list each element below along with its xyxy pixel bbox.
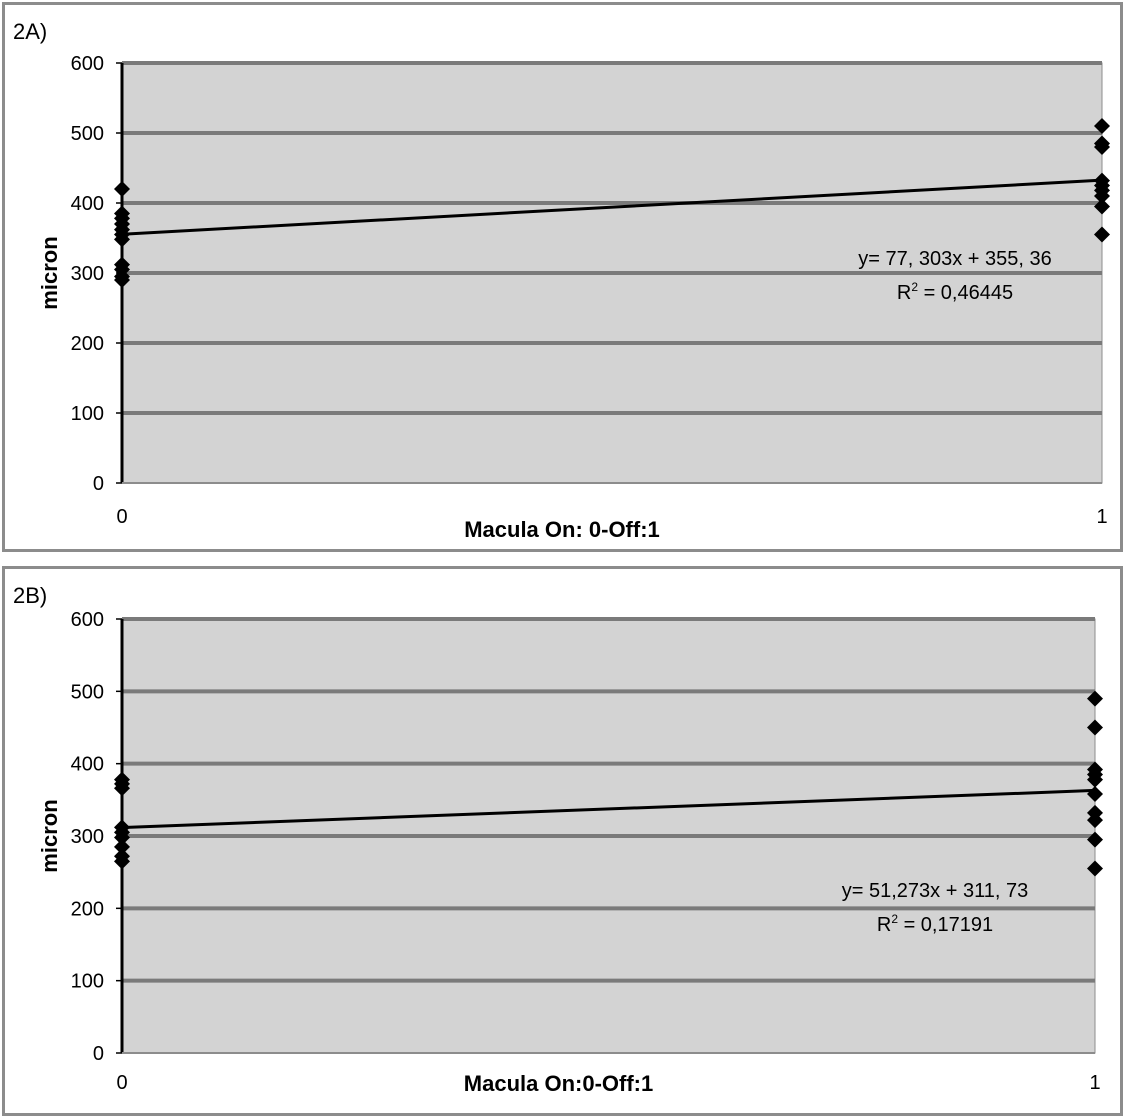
x-axis-title: Macula On:0-Off:1 bbox=[464, 1071, 653, 1096]
data-point bbox=[114, 272, 130, 288]
y-tick-label: 200 bbox=[71, 333, 104, 355]
y-axis-title: micron bbox=[37, 236, 62, 309]
data-point bbox=[1087, 719, 1103, 736]
data-point bbox=[114, 780, 130, 797]
y-tick-label: 600 bbox=[71, 53, 104, 75]
x-tick-label: 1 bbox=[1089, 1072, 1100, 1094]
data-point bbox=[114, 838, 130, 855]
y-tick-label: 300 bbox=[71, 826, 104, 848]
y-tick-label: 0 bbox=[93, 1043, 104, 1065]
chart-panel-2b: 2B) 0 100 200 300 400 500 600 0 1 Macula On:0-Off… bbox=[2, 566, 1123, 1116]
trendline-equation: y= 51,273x + 311, 73 bbox=[842, 880, 1028, 902]
trendline bbox=[121, 788, 1096, 830]
y-tick-label: 400 bbox=[71, 193, 104, 215]
data-point bbox=[114, 829, 130, 846]
r-squared-value: = 0,46445 bbox=[918, 282, 1013, 304]
chart-2b-svg: 0 100 200 300 400 500 600 0 1 Macula On:0-Off:1 mi… bbox=[37, 609, 1103, 1096]
y-tick-label: 400 bbox=[71, 754, 104, 776]
y-tick-label: 100 bbox=[71, 403, 104, 425]
data-point bbox=[1094, 188, 1110, 204]
data-point bbox=[1087, 860, 1103, 877]
panel-label: 2B) bbox=[13, 583, 48, 608]
y-tick-label: 500 bbox=[71, 681, 104, 703]
data-point bbox=[1094, 198, 1110, 215]
y-tick-label: 600 bbox=[71, 609, 104, 631]
data-point bbox=[1094, 139, 1110, 155]
data-point bbox=[1087, 690, 1103, 707]
y-tick-label: 0 bbox=[93, 473, 104, 495]
data-point bbox=[1094, 226, 1110, 243]
data-point bbox=[114, 853, 130, 870]
data-point bbox=[1087, 786, 1103, 803]
y-tick-label: 100 bbox=[71, 971, 104, 993]
data-point bbox=[114, 231, 130, 248]
data-point bbox=[1087, 831, 1103, 848]
x-tick-label: 0 bbox=[116, 1072, 127, 1094]
r-squared-exponent: 2 bbox=[911, 280, 918, 294]
trendline bbox=[121, 178, 1103, 236]
y-axis-title: micron bbox=[37, 799, 62, 872]
data-point bbox=[1087, 771, 1103, 788]
r-squared-symbol: R bbox=[877, 914, 891, 936]
r-squared-label: R2 = 0,46445 bbox=[897, 280, 1013, 304]
x-tick-label: 0 bbox=[116, 506, 127, 528]
r-squared-label: R2 = 0,17191 bbox=[877, 912, 993, 936]
trendline-equation: y= 77, 303x + 355, 36 bbox=[858, 248, 1052, 270]
x-axis-title: Macula On: 0-Off:1 bbox=[464, 517, 660, 542]
data-point bbox=[1094, 118, 1110, 134]
chart-panel-2a: 2A) 0 100 200 300 400 500 600 0 1 Macula On: 0-Of… bbox=[2, 2, 1123, 552]
data-point bbox=[1087, 812, 1103, 829]
r-squared-value: = 0,17191 bbox=[898, 914, 993, 936]
y-tick-label: 500 bbox=[71, 123, 104, 145]
y-tick-label: 300 bbox=[71, 263, 104, 285]
r-squared-symbol: R bbox=[897, 282, 911, 304]
data-point bbox=[114, 181, 130, 197]
r-squared-exponent: 2 bbox=[891, 912, 898, 926]
chart-2a-svg: 0 100 200 300 400 500 600 0 1 Macula On: 0-Off:1 m… bbox=[37, 53, 1110, 542]
x-tick-label: 1 bbox=[1096, 506, 1107, 528]
y-tick-label: 200 bbox=[71, 898, 104, 920]
panel-label: 2A) bbox=[13, 19, 48, 44]
